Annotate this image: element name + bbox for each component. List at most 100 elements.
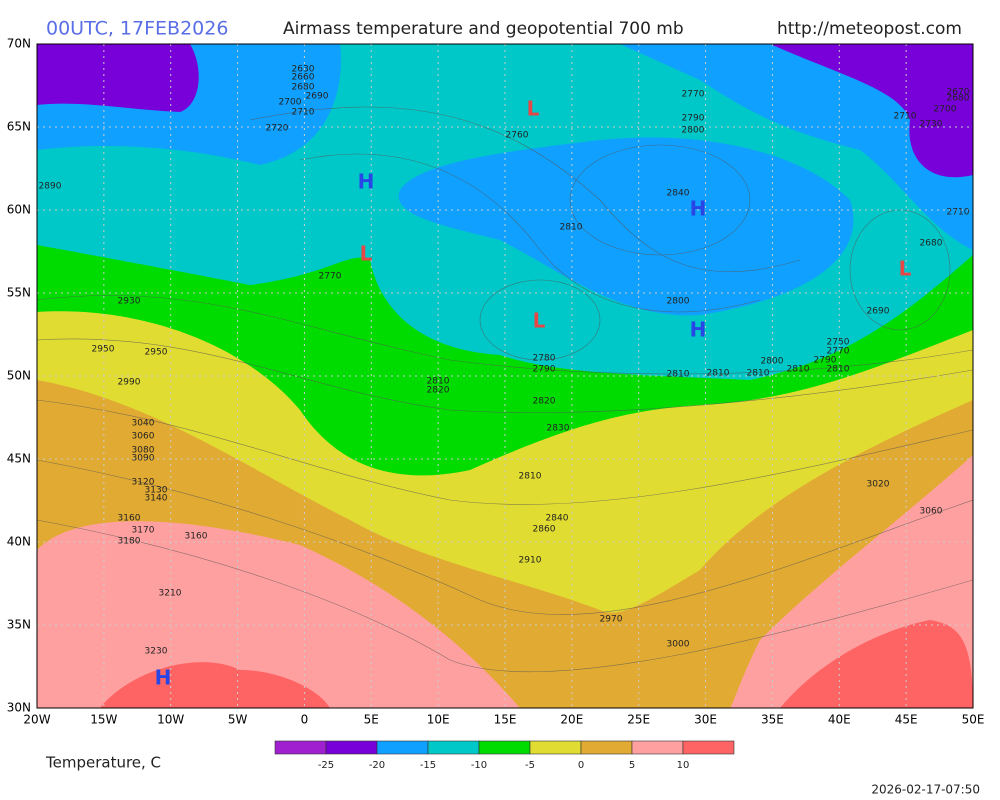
contour-label: 2770 [319, 272, 342, 282]
pressure-center: L [360, 242, 373, 266]
contour-label: 2970 [600, 615, 623, 625]
colorbar-tick: -15 [420, 760, 436, 771]
lon-label: 0 [301, 713, 309, 727]
colorbar: -25 -20 -15 -10 -5 0 5 10 [274, 740, 735, 771]
lat-label: 50N [7, 369, 31, 383]
band-purple [770, 44, 973, 178]
contour-label: 2830 [547, 424, 570, 434]
colorbar-tick: 10 [677, 760, 690, 771]
lon-label: 15E [494, 713, 517, 727]
contour-label: 2950 [145, 348, 168, 358]
contour-label: 2810 [519, 472, 542, 482]
contour-label: 3130 [145, 486, 168, 496]
colorbar-tick: 5 [629, 760, 635, 771]
contour-label: 2680 [920, 239, 943, 249]
pressure-center: L [899, 257, 912, 281]
contour-label: 2730 [920, 120, 943, 130]
colorbar-swatch [325, 740, 378, 755]
contour-label: 2950 [92, 345, 115, 355]
contour-label: 2790 [533, 365, 556, 375]
lat-label: 70N [7, 37, 31, 51]
colorbar-tick: -10 [471, 760, 487, 771]
contour-label: 2990 [118, 378, 141, 388]
lat-label: 60N [7, 203, 31, 217]
contour-label: 2840 [546, 514, 569, 524]
contour-label: 2680 [292, 83, 315, 93]
pressure-center: L [527, 97, 540, 121]
pressure-center: H [358, 170, 375, 194]
temperature-field [37, 44, 973, 708]
contour-label: 2820 [533, 397, 556, 407]
contour-label: 2630 [292, 65, 315, 75]
contour-label: 3180 [118, 537, 141, 547]
contour-label: 3170 [132, 526, 155, 536]
contour-label: 2790 [814, 356, 837, 366]
colorbar-swatch [376, 740, 429, 755]
lat-label: 30N [7, 701, 31, 715]
map-frame [36, 43, 974, 709]
contour-label: 2800 [682, 126, 705, 136]
contour-label: 2810 [560, 223, 583, 233]
contour-label: 3160 [185, 532, 208, 542]
contour-label: 2820 [427, 386, 450, 396]
lat-label: 55N [7, 286, 31, 300]
contour-label: 2690 [306, 92, 329, 102]
pressure-center: L [533, 309, 546, 333]
contour-label: 2790 [682, 114, 705, 124]
colorbar-tick: -5 [525, 760, 535, 771]
contour-label: 2700 [279, 98, 302, 108]
contour-label: 2910 [519, 556, 542, 566]
lon-label: 50E [962, 713, 985, 727]
lat-label: 65N [7, 120, 31, 134]
contour-label: 3140 [145, 494, 168, 504]
band-red [100, 662, 330, 708]
timestamp: 2026-02-17-07:50 [871, 783, 980, 797]
lat-label: 45N [7, 452, 31, 466]
lon-label: 45E [895, 713, 918, 727]
contour-label: 2670 [947, 88, 970, 98]
colorbar-swatch [478, 740, 531, 755]
contour-label: 2890 [39, 182, 62, 192]
contour-label: 3080 [132, 446, 155, 456]
colorbar-tick: -25 [318, 760, 334, 771]
contour-label: 2810 [827, 365, 850, 375]
contour-label: 2810 [747, 369, 770, 379]
colorbar-tick: -20 [369, 760, 385, 771]
pressure-center: H [155, 666, 172, 690]
lon-label: 5W [228, 713, 248, 727]
contour-label: 2770 [827, 347, 850, 357]
map-title: Airmass temperature and geopotential 700… [283, 19, 684, 39]
pressure-center: H [690, 318, 707, 342]
contour-label: 2680 [947, 94, 970, 104]
contour-label: 2770 [682, 90, 705, 100]
contour-label: 2800 [667, 297, 690, 307]
graticule [37, 44, 973, 708]
colorbar-swatch [580, 740, 633, 755]
band-blue [398, 137, 854, 316]
contour-label: 2710 [947, 208, 970, 218]
lon-label: 5E [364, 713, 379, 727]
contour-label: 2810 [427, 377, 450, 387]
contour-label: 2750 [827, 338, 850, 348]
band-red [780, 620, 973, 708]
legend-title: Temperature, C [45, 754, 161, 772]
contour-label: 3040 [132, 419, 155, 429]
contour-label: 3120 [132, 478, 155, 488]
band-purple [37, 44, 199, 112]
contour-label: 2800 [761, 357, 784, 367]
band-blue [620, 44, 973, 250]
lon-label: 10W [157, 713, 184, 727]
contour-label: 3160 [118, 514, 141, 524]
contour-label: 2760 [506, 131, 529, 141]
colorbar-swatch [631, 740, 684, 755]
lon-label: 35E [761, 713, 784, 727]
lon-label: 30E [694, 713, 717, 727]
contour-label: 3210 [159, 589, 182, 599]
lon-label: 20E [560, 713, 583, 727]
lon-label: 25E [627, 713, 650, 727]
contour-label: 2810 [667, 370, 690, 380]
lat-label: 40N [7, 535, 31, 549]
contour-label: 3060 [132, 432, 155, 442]
